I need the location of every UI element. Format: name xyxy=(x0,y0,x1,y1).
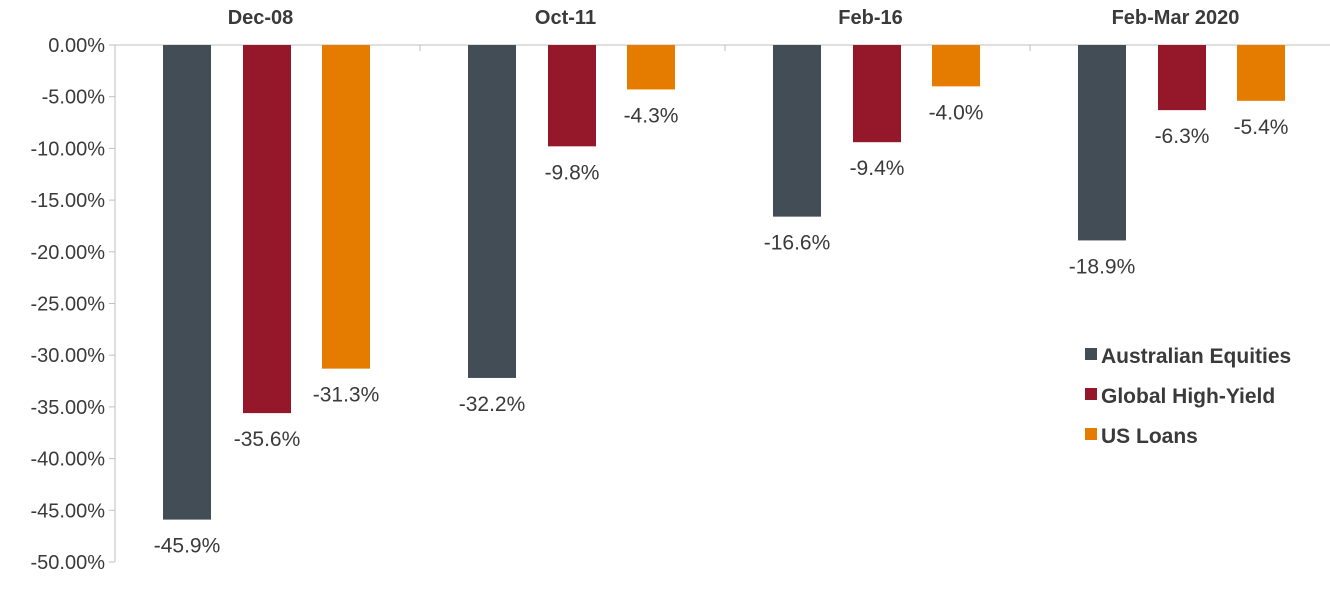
bars-layer xyxy=(163,45,1285,520)
category-label: Feb-16 xyxy=(838,7,902,29)
y-tick-label: -20.00% xyxy=(31,242,106,264)
bar xyxy=(1078,45,1126,241)
bar xyxy=(1158,45,1206,111)
data-label: -4.0% xyxy=(929,101,984,124)
legend-label: Australian Equities xyxy=(1101,345,1291,368)
bar xyxy=(243,45,291,414)
data-label: -9.4% xyxy=(850,157,905,180)
data-label: -9.8% xyxy=(545,161,600,184)
y-tick-label: -40.00% xyxy=(31,449,106,471)
data-label: -16.6% xyxy=(764,232,831,255)
category-label: Oct-11 xyxy=(535,7,596,29)
data-label: -4.3% xyxy=(624,104,679,127)
category-label: Dec-08 xyxy=(228,7,294,29)
bar xyxy=(322,45,370,369)
legend: Australian Equities Global High-Yield US L… xyxy=(1085,345,1291,448)
data-label: -32.2% xyxy=(459,393,526,416)
y-tick-label: -30.00% xyxy=(31,345,106,367)
legend-swatch xyxy=(1085,388,1097,400)
data-label: -45.9% xyxy=(154,535,221,558)
legend-label: Global High-Yield xyxy=(1101,385,1275,408)
bar xyxy=(773,45,821,217)
bar xyxy=(932,45,980,87)
data-label: -5.4% xyxy=(1234,116,1289,139)
y-tick-label: -25.00% xyxy=(31,294,106,316)
data-label: -35.6% xyxy=(234,428,301,451)
axis-layer: 0.00% -5.00% -10.00% -15.00% -20.00% -25.00% -… xyxy=(31,7,1330,574)
bar xyxy=(853,45,901,143)
y-tick-label: -35.00% xyxy=(31,397,106,419)
data-labels-layer: -45.9% -32.2% -16.6% -18.9% -35.6% -9.8% -9.4%… xyxy=(154,101,1289,557)
bar xyxy=(1237,45,1285,101)
category-label: Feb-Mar 2020 xyxy=(1112,7,1240,29)
bar xyxy=(468,45,516,378)
data-label: -18.9% xyxy=(1069,255,1136,278)
y-tick-label: -15.00% xyxy=(31,190,106,212)
legend-swatch xyxy=(1085,428,1097,440)
y-tick-label: -50.00% xyxy=(31,552,106,574)
bar xyxy=(548,45,596,147)
y-tick-label: -45.00% xyxy=(31,500,106,522)
y-tick-label: -5.00% xyxy=(42,87,106,109)
data-label: -6.3% xyxy=(1155,125,1210,148)
data-label: -31.3% xyxy=(313,384,380,407)
legend-swatch xyxy=(1085,348,1097,360)
y-tick-label: -10.00% xyxy=(31,138,106,160)
legend-label: US Loans xyxy=(1101,425,1198,448)
bar xyxy=(163,45,211,520)
bar xyxy=(627,45,675,90)
y-tick-label: 0.00% xyxy=(48,35,105,57)
